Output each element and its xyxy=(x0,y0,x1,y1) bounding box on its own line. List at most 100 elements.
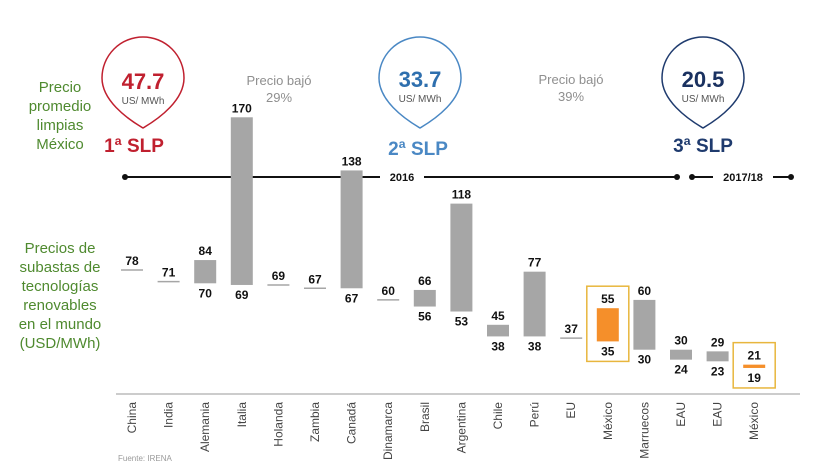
bar-value-label: 67 xyxy=(308,272,322,286)
label-line: (USD/MWh) xyxy=(19,335,101,352)
price-bar xyxy=(194,260,217,284)
price-bar xyxy=(523,271,546,337)
bar-high-label: 45 xyxy=(491,309,505,323)
pin-unit: US/ MWh xyxy=(122,96,165,107)
pin-outline xyxy=(101,36,185,129)
timeline: 2016 2017/18 xyxy=(122,169,794,185)
world-auction-prices-label: Precios de subastas de tecnologías renov… xyxy=(4,239,116,353)
bar-low-label: 35 xyxy=(601,344,615,358)
timeline-2016-label: 2016 xyxy=(390,172,414,184)
bar-value-label: 37 xyxy=(565,322,579,336)
price-drop-text: Precio bajó xyxy=(538,72,603,87)
pin-outline xyxy=(378,36,462,129)
bar-low-label: 19 xyxy=(748,371,762,385)
label-line: en el mundo xyxy=(18,316,102,333)
price-bar xyxy=(743,364,766,368)
price-bar xyxy=(633,299,656,350)
bar-low-label: 24 xyxy=(674,363,688,377)
category-label: Zambia xyxy=(308,402,322,442)
price-drop-2: Precio bajó 39% xyxy=(538,72,603,104)
price-drop-percent: 39% xyxy=(558,89,584,104)
bar-high-label: 138 xyxy=(342,154,362,168)
category-label: India xyxy=(162,402,176,428)
category-label: EAU xyxy=(674,402,688,427)
bar-low-label: 67 xyxy=(345,291,359,305)
bar-low-label: 69 xyxy=(235,288,249,302)
price-drop-text: Precio bajó xyxy=(246,73,311,88)
bar-value-label: 60 xyxy=(382,284,396,298)
label-line: renovables xyxy=(23,297,97,314)
bar-low-label: 56 xyxy=(418,310,432,324)
highlight-box xyxy=(732,341,776,389)
label-line: México xyxy=(36,136,84,153)
label-line: promedio xyxy=(28,98,92,115)
label-line: subastas de xyxy=(19,259,101,276)
timeline-dot xyxy=(122,174,128,180)
bar-high-label: 66 xyxy=(418,274,432,288)
price-drop-percent: 29% xyxy=(266,90,292,105)
category-label: EU xyxy=(564,402,578,419)
highlight-box xyxy=(586,285,630,363)
label-line: Precios de xyxy=(24,240,96,257)
mexico-clean-price-label: Precio promedio limpias México xyxy=(8,78,112,154)
bar-low-label: 38 xyxy=(528,339,542,353)
category-label: China xyxy=(125,402,139,434)
pin-value: 47.7 xyxy=(122,69,165,94)
timeline-dot xyxy=(788,174,794,180)
bar-low-label: 53 xyxy=(455,315,469,329)
bar-low-label: 30 xyxy=(638,353,652,367)
price-bar xyxy=(230,117,253,285)
bar-high-label: 29 xyxy=(711,335,725,349)
category-label: Perú xyxy=(528,402,542,427)
price-bar xyxy=(670,349,692,360)
auction-label: 2ª SLP xyxy=(388,139,448,160)
bars-layer: 78 China 71 India 84 70 Alemania 170 69 Italia 69 H… xyxy=(121,101,776,460)
price-bar xyxy=(487,324,509,337)
category-label: Canadá xyxy=(345,402,359,444)
bar-value-label: 69 xyxy=(272,269,286,283)
pin-unit: US/ MWh xyxy=(682,94,725,105)
timeline-2017-label: 2017/18 xyxy=(723,172,763,184)
timeline-dot xyxy=(689,174,695,180)
auction-pin-2: 33.7 US/ MWh 2ª SLP xyxy=(378,36,462,160)
timeline-label-bg xyxy=(713,169,773,185)
bar-low-label: 70 xyxy=(199,286,213,300)
category-label: EAU xyxy=(711,402,725,427)
bar-high-label: 30 xyxy=(674,334,688,348)
auction-label: 1ª SLP xyxy=(104,136,164,157)
auction-pins: 47.7 US/ MWh 1ª SLP 33.7 US/ MWh 2ª SLP … xyxy=(101,36,745,160)
timeline-label-bg xyxy=(380,169,424,185)
auction-pin-1: 47.7 US/ MWh 1ª SLP xyxy=(101,36,185,157)
category-label: Italia xyxy=(235,402,249,428)
price-bar xyxy=(596,308,619,342)
bar-value-label: 78 xyxy=(125,254,139,268)
bar-value-label: 71 xyxy=(162,266,176,280)
bar-high-label: 84 xyxy=(199,244,213,258)
bar-high-label: 60 xyxy=(638,284,652,298)
label-line: Precio xyxy=(38,79,82,96)
category-label: Brasil xyxy=(418,402,432,432)
bar-low-label: 38 xyxy=(491,339,505,353)
category-label: Holanda xyxy=(271,402,285,447)
pin-value: 33.7 xyxy=(399,67,442,92)
pin-unit: US/ MWh xyxy=(399,94,442,105)
label-line: limpias xyxy=(36,117,84,134)
category-label: México xyxy=(601,402,615,440)
bar-high-label: 170 xyxy=(232,101,252,115)
bar-high-label: 55 xyxy=(601,292,615,306)
category-label: Marruecos xyxy=(637,402,651,459)
category-label: Dinamarca xyxy=(381,402,395,460)
auction-label: 3ª SLP xyxy=(673,136,733,157)
category-label: Chile xyxy=(491,402,505,430)
category-label: Alemania xyxy=(198,402,212,452)
bar-low-label: 23 xyxy=(711,364,725,378)
pin-value: 20.5 xyxy=(682,67,725,92)
price-bar xyxy=(340,170,363,289)
price-drop-1: Precio bajó 29% xyxy=(246,73,311,105)
category-label: México xyxy=(747,402,761,440)
price-bar xyxy=(413,289,436,307)
label-line: tecnologías xyxy=(21,278,99,295)
category-label: Argentina xyxy=(454,402,468,454)
pin-outline xyxy=(661,36,745,129)
